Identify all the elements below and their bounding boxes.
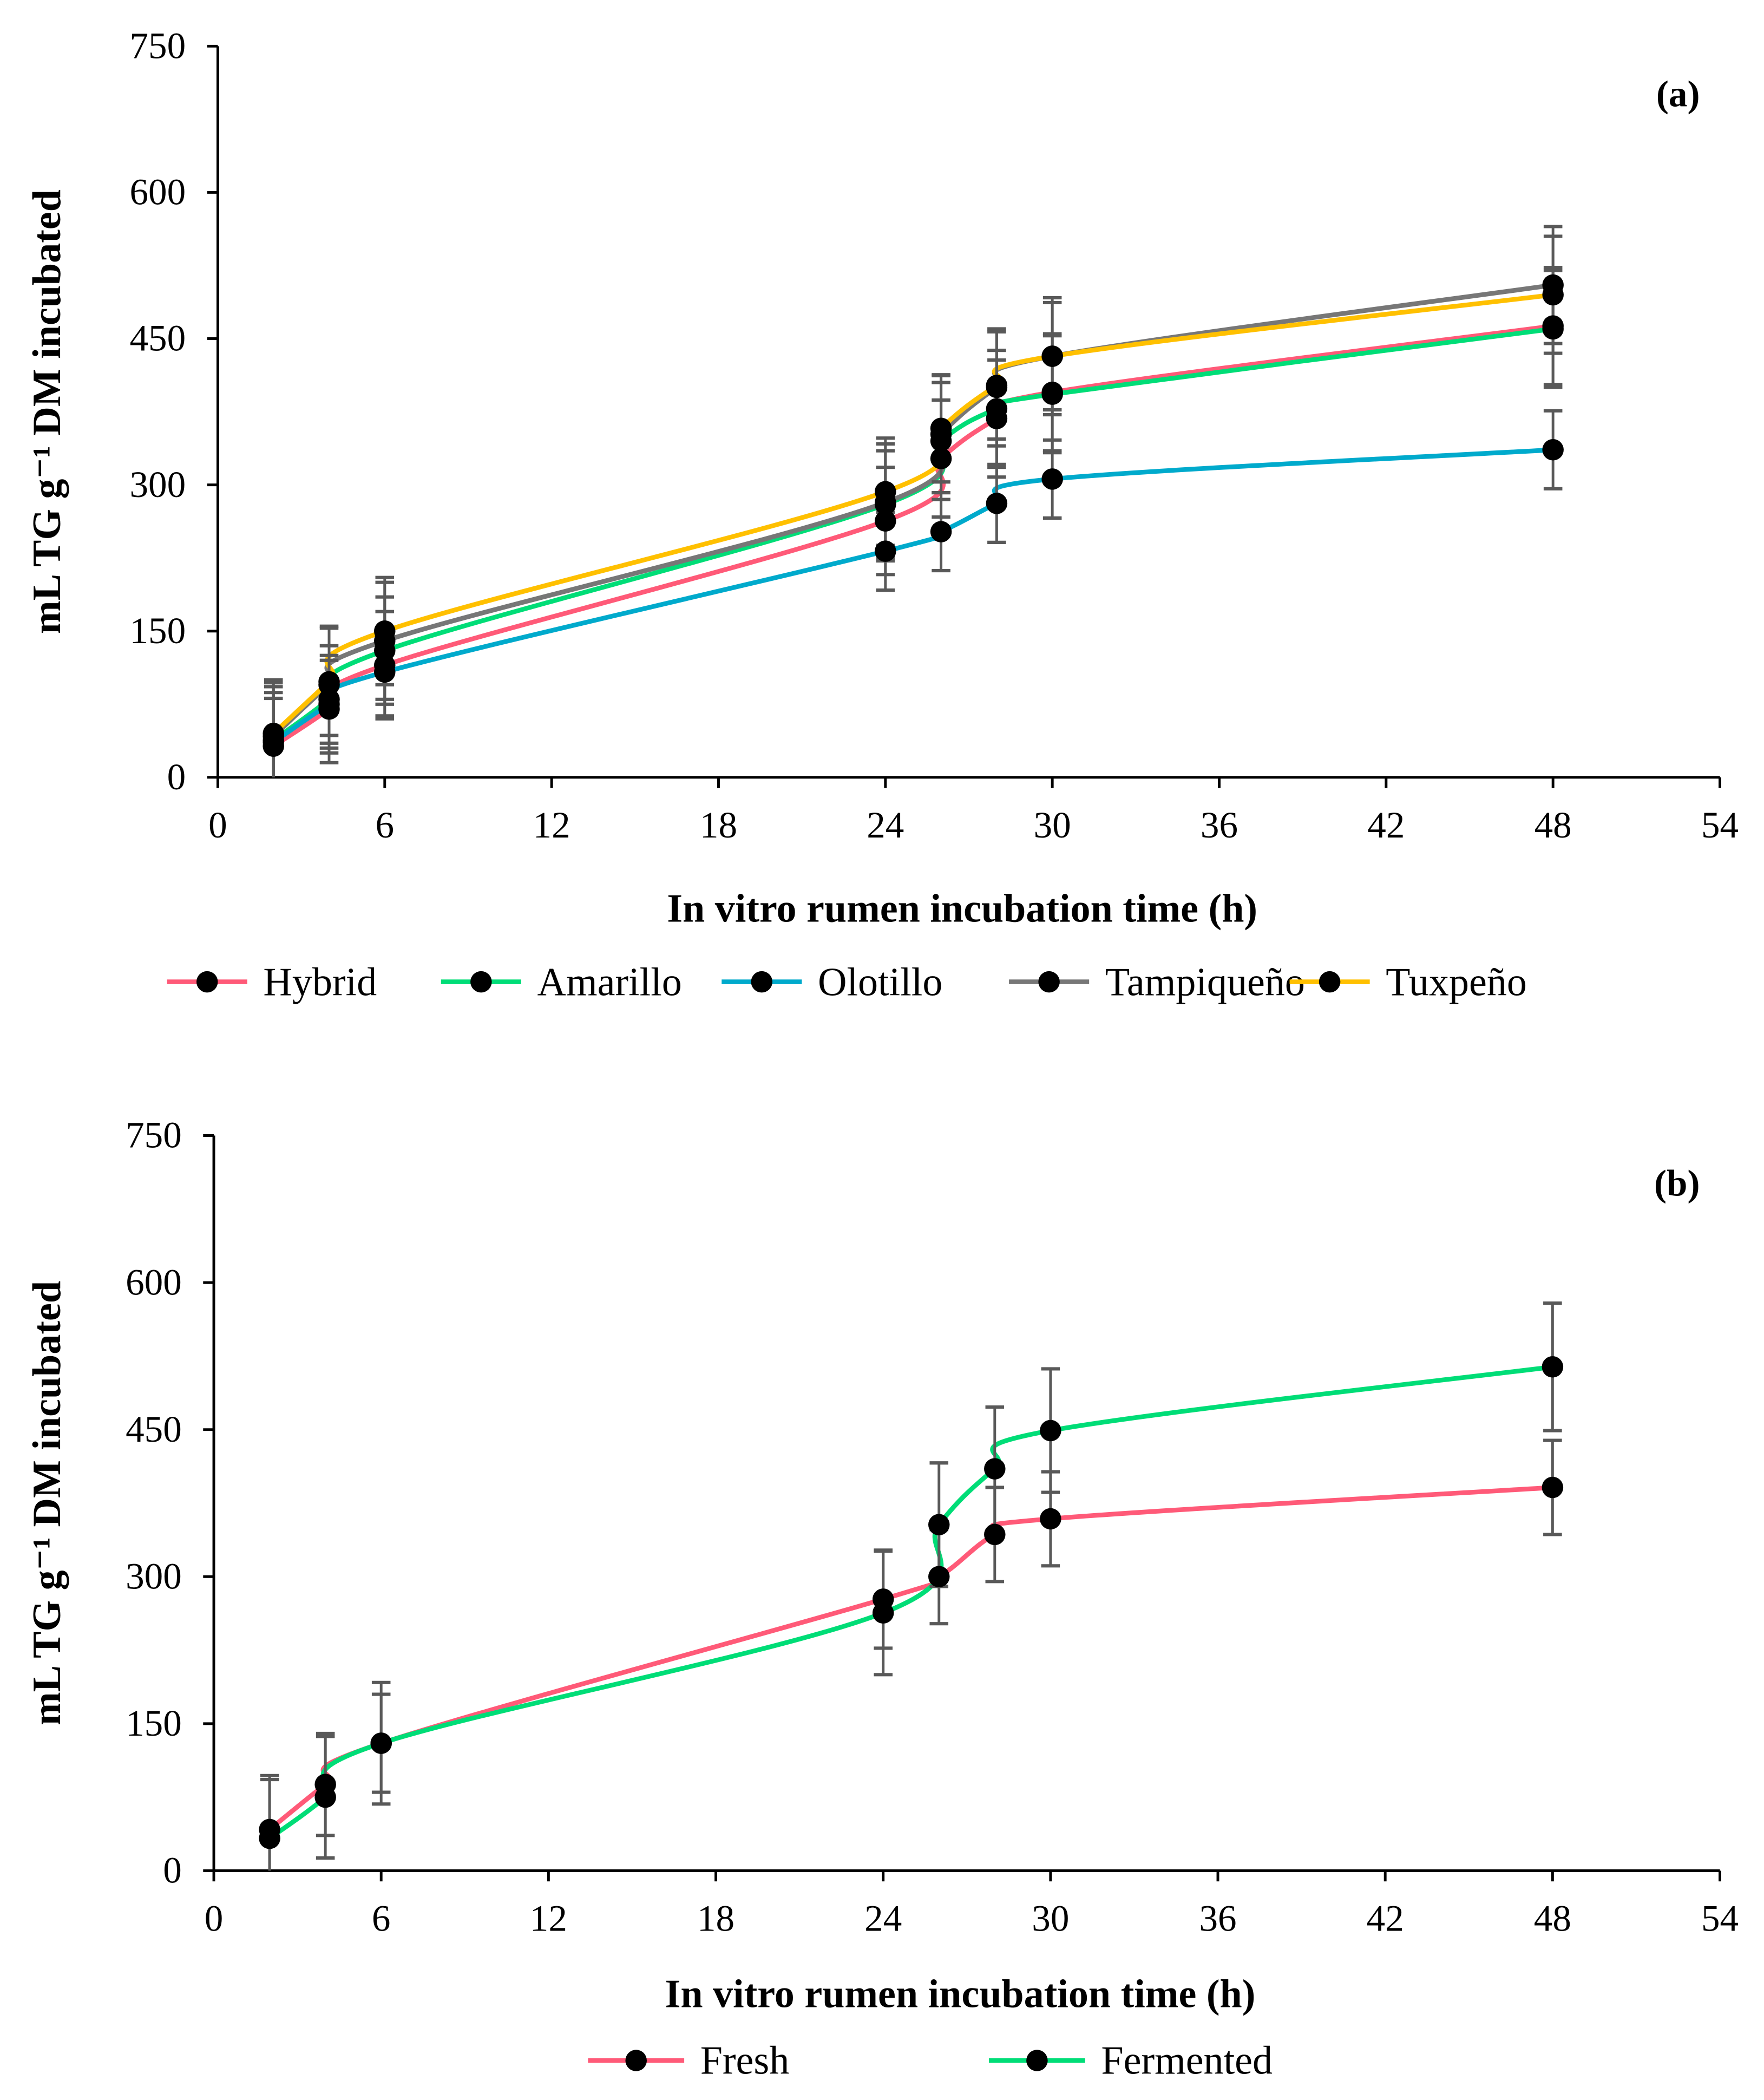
data-point-tuxpeño bbox=[1542, 284, 1564, 306]
data-point-amarillo bbox=[1041, 383, 1063, 405]
data-point-fermented bbox=[984, 1458, 1006, 1480]
x-tick-label: 18 bbox=[700, 804, 737, 846]
data-point-hybrid bbox=[875, 510, 896, 532]
x-tick-label: 42 bbox=[1367, 1898, 1404, 1939]
x-tick-label: 6 bbox=[375, 804, 394, 846]
y-tick-label: 750 bbox=[126, 1114, 182, 1156]
data-point-fresh bbox=[928, 1566, 950, 1588]
legend-item-hybrid: Hybrid bbox=[167, 960, 377, 1004]
series-line-fresh bbox=[268, 1485, 1553, 1831]
x-tick-label: 0 bbox=[208, 804, 227, 846]
legend-label: Fermented bbox=[1101, 2039, 1273, 2083]
data-point-tuxpeño bbox=[1041, 345, 1063, 367]
series-line-fermented bbox=[268, 1364, 1553, 1841]
data-point-olotillo bbox=[374, 661, 396, 683]
data-point-tuxpeño bbox=[318, 671, 340, 693]
series-line-amarillo bbox=[272, 326, 1553, 742]
x-axis-title: In vitro rumen incubation time (h) bbox=[667, 886, 1257, 931]
data-point-fresh bbox=[984, 1523, 1006, 1546]
x-tick-label: 48 bbox=[1534, 1898, 1571, 1939]
x-tick-label: 24 bbox=[867, 804, 904, 846]
x-axis-title: In vitro rumen incubation time (h) bbox=[665, 1972, 1256, 2016]
data-point-fermented bbox=[1040, 1419, 1061, 1442]
legend-item-fermented: Fermented bbox=[989, 2039, 1273, 2083]
legend-label: Tuxpeño bbox=[1386, 960, 1527, 1004]
y-axis-title: mL TG g⁻¹ DM incubated bbox=[25, 1281, 69, 1725]
x-tick-label: 18 bbox=[697, 1898, 735, 1939]
y-tick-label: 0 bbox=[167, 756, 186, 797]
legend-marker bbox=[625, 2050, 647, 2071]
legend-marker bbox=[470, 971, 492, 993]
y-axis-title: mL TG g⁻¹ DM incubated bbox=[25, 189, 69, 634]
x-tick-label: 54 bbox=[1701, 1898, 1739, 1939]
data-point-olotillo bbox=[986, 493, 1008, 514]
x-tick-label: 30 bbox=[1034, 804, 1071, 846]
legend-marker bbox=[751, 971, 773, 993]
data-point-fermented bbox=[872, 1602, 894, 1624]
legend-marker bbox=[1319, 971, 1341, 993]
legend-marker bbox=[1038, 971, 1060, 993]
data-point-olotillo bbox=[930, 521, 952, 542]
x-tick-label: 12 bbox=[533, 804, 570, 846]
legend-label: Fresh bbox=[700, 2039, 790, 2083]
legend-item-fresh: Fresh bbox=[588, 2039, 789, 2083]
y-tick-label: 600 bbox=[129, 171, 186, 213]
panel-label: (a) bbox=[1656, 73, 1700, 114]
data-point-tuxpeño bbox=[263, 723, 284, 744]
x-tick-label: 24 bbox=[864, 1898, 902, 1939]
legend-marker bbox=[196, 971, 218, 993]
y-tick-label: 750 bbox=[129, 25, 186, 67]
data-point-fermented bbox=[314, 1786, 336, 1808]
data-point-amarillo bbox=[1542, 318, 1564, 340]
data-point-amarillo bbox=[986, 398, 1008, 420]
x-tick-label: 36 bbox=[1199, 1898, 1236, 1939]
data-point-olotillo bbox=[1542, 439, 1564, 461]
y-tick-label: 600 bbox=[126, 1261, 182, 1303]
x-tick-label: 48 bbox=[1535, 804, 1572, 846]
legend-item-amarillo: Amarillo bbox=[441, 960, 682, 1004]
data-point-fresh bbox=[1542, 1476, 1564, 1499]
legend-item-tuxpeño: Tuxpeño bbox=[1289, 960, 1527, 1004]
y-tick-label: 450 bbox=[129, 317, 186, 359]
data-point-tuxpeño bbox=[374, 620, 396, 642]
chart-panel-b: 0 150 300 450 600 750 0 6 12 18 24 30 36 42 48 54 In vit… bbox=[25, 1114, 1739, 2083]
data-point-fermented bbox=[1542, 1356, 1564, 1378]
data-point-tuxpeño bbox=[986, 375, 1008, 396]
x-tick-label: 54 bbox=[1701, 804, 1739, 846]
x-tick-label: 36 bbox=[1201, 804, 1238, 846]
legend-marker bbox=[1026, 2050, 1048, 2071]
data-point-olotillo bbox=[1041, 468, 1063, 490]
data-point-tuxpeño bbox=[930, 417, 952, 439]
y-tick-label: 450 bbox=[126, 1408, 182, 1450]
data-point-olotillo bbox=[318, 694, 340, 715]
legend-item-tampiqueño: Tampiqueño bbox=[1009, 960, 1305, 1004]
legend-item-olotillo: Olotillo bbox=[722, 960, 942, 1004]
data-point-fermented bbox=[370, 1732, 392, 1754]
data-point-tuxpeño bbox=[875, 481, 896, 502]
legend-label: Amarillo bbox=[537, 960, 682, 1004]
data-point-fermented bbox=[928, 1514, 950, 1536]
data-point-fermented bbox=[259, 1827, 280, 1849]
y-tick-label: 300 bbox=[129, 463, 186, 505]
data-point-hybrid bbox=[930, 448, 952, 469]
x-tick-label: 6 bbox=[372, 1898, 391, 1939]
data-point-fresh bbox=[1040, 1508, 1061, 1530]
legend-label: Olotillo bbox=[818, 960, 942, 1004]
y-tick-label: 150 bbox=[129, 610, 186, 651]
x-tick-label: 12 bbox=[530, 1898, 567, 1939]
x-tick-label: 0 bbox=[205, 1898, 224, 1939]
y-tick-label: 150 bbox=[126, 1702, 182, 1744]
panel-label: (b) bbox=[1654, 1162, 1700, 1204]
series-line-hybrid bbox=[272, 323, 1553, 748]
x-tick-label: 42 bbox=[1367, 804, 1405, 846]
data-point-olotillo bbox=[875, 540, 896, 562]
chart-panel-a: 0 150 300 450 600 750 0 6 12 18 24 30 36 42 48 54 In vit… bbox=[25, 25, 1739, 1005]
series-line-tuxpeño bbox=[272, 292, 1553, 735]
x-tick-label: 30 bbox=[1032, 1898, 1069, 1939]
y-tick-label: 300 bbox=[126, 1555, 182, 1597]
y-tick-label: 0 bbox=[163, 1849, 182, 1891]
legend-label: Tampiqueño bbox=[1105, 960, 1305, 1004]
legend-label: Hybrid bbox=[263, 960, 377, 1004]
